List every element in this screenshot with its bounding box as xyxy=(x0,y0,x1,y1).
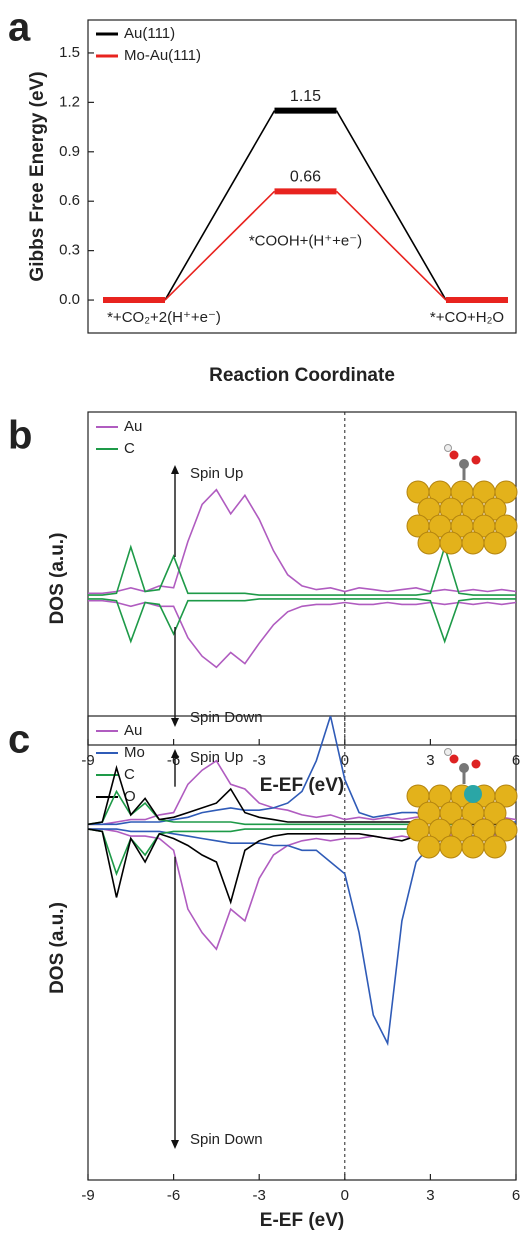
panel-label: a xyxy=(8,6,31,50)
legend-label: Mo xyxy=(124,744,145,761)
x-axis-title: E-EF (eV) xyxy=(260,775,344,796)
atom xyxy=(450,755,459,764)
state-label: *+CO+H₂O xyxy=(430,309,504,326)
atom xyxy=(459,763,469,773)
y-tick-label: 0.3 xyxy=(59,242,80,259)
structure-icon xyxy=(407,749,517,859)
y-tick-label: 0.0 xyxy=(59,291,80,308)
atom xyxy=(464,785,482,803)
legend-label: Au(111) xyxy=(124,25,175,42)
legend-label: Au xyxy=(124,722,142,739)
dos-line xyxy=(88,829,516,1043)
y-axis-title: DOS (a.u.) xyxy=(47,533,68,625)
x-axis-title: E-EF (eV) xyxy=(260,1210,344,1231)
value-label: 0.66 xyxy=(290,169,321,186)
atom xyxy=(459,459,469,469)
annotation: Spin Up xyxy=(190,465,243,482)
x-tick-label: -3 xyxy=(253,1187,266,1204)
y-axis-title: Gibbs Free Energy (eV) xyxy=(27,71,48,281)
atom xyxy=(418,532,440,554)
annotation: Spin Down xyxy=(190,709,263,726)
x-tick-label: 6 xyxy=(512,1187,520,1204)
legend-label: Mo-Au(111) xyxy=(124,47,201,64)
x-tick-label: 3 xyxy=(426,752,434,769)
arrow-head xyxy=(171,718,179,727)
plot-frame xyxy=(88,412,516,745)
x-axis-title: Reaction Coordinate xyxy=(209,365,395,386)
x-tick-label: 3 xyxy=(426,1187,434,1204)
dos-line xyxy=(88,599,516,642)
structure-icon xyxy=(407,445,517,555)
x-tick-label: 0 xyxy=(341,1187,349,1204)
annotation: Spin Down xyxy=(190,1131,263,1148)
y-axis-title: DOS (a.u.) xyxy=(47,902,68,994)
y-tick-label: 1.5 xyxy=(59,44,80,61)
annotation: Spin Up xyxy=(190,749,243,766)
atom xyxy=(440,532,462,554)
x-tick-label: -9 xyxy=(81,1187,94,1204)
dos-line xyxy=(88,601,516,668)
x-tick-label: -6 xyxy=(167,1187,180,1204)
atom xyxy=(445,749,452,756)
y-tick-label: 0.9 xyxy=(59,143,80,160)
connector xyxy=(165,111,275,300)
legend-label: C xyxy=(124,766,135,783)
atom xyxy=(445,445,452,452)
arrow-head xyxy=(171,1140,179,1149)
atom xyxy=(462,836,484,858)
legend-label: Au xyxy=(124,418,142,435)
x-tick-label: -3 xyxy=(253,752,266,769)
panel-label: c xyxy=(8,718,30,762)
atom xyxy=(450,451,459,460)
arrow-head xyxy=(171,465,179,474)
state-label: *COOH+(H⁺+e⁻) xyxy=(249,232,362,249)
atom xyxy=(440,836,462,858)
atom xyxy=(462,532,484,554)
legend-label: C xyxy=(124,440,135,457)
atom xyxy=(418,836,440,858)
y-tick-label: 0.6 xyxy=(59,192,80,209)
y-tick-label: 1.2 xyxy=(59,93,80,110)
panel-label: b xyxy=(8,414,32,458)
atom xyxy=(484,532,506,554)
atom xyxy=(472,456,481,465)
state-label: *+CO₂+2(H⁺+e⁻) xyxy=(107,309,221,326)
figure: a Gibbs Free Energy (eV) Reaction Coordina… xyxy=(0,0,522,1233)
atom xyxy=(484,836,506,858)
value-label: 1.15 xyxy=(290,88,321,105)
atom xyxy=(472,760,481,769)
connector xyxy=(337,111,447,300)
